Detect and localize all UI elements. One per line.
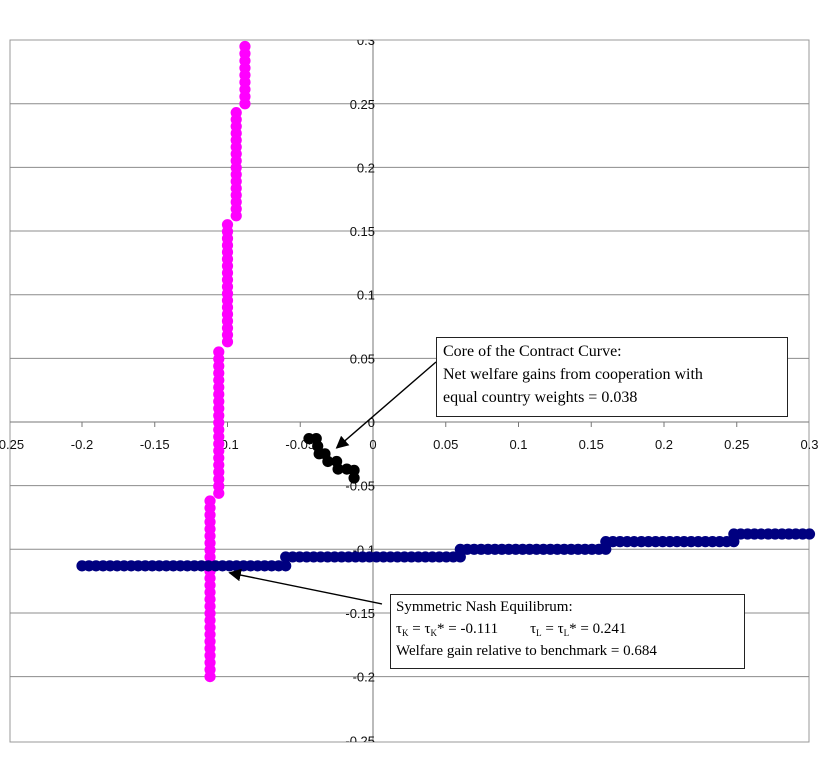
y-tick-label: 0.05 [350,351,375,366]
annotation-line: equal country weights = 0.038 [443,389,638,407]
tau-k-subscript: K [402,627,409,638]
data-point [230,107,242,119]
y-tick-label: -0.15 [345,606,375,621]
data-point [332,463,344,475]
y-tick-label: 0.1 [357,288,375,303]
x-tick-labels: -0.25-0.2-0.15-0.1-0.0500.050.10.150.20.… [0,437,819,452]
x-tick-label: 0.15 [579,437,604,452]
axes [10,39,809,742]
x-tick-label: -0.15 [140,437,170,452]
x-tick-label: 0.3 [800,437,818,452]
tau-l-equals: = τ [541,620,564,637]
data-point [239,40,251,53]
tau-k-equals: = τ [408,620,431,637]
data-points [76,40,816,683]
x-tick-label: 0.1 [509,437,527,452]
data-point [213,346,225,358]
x-tick-label: -0.2 [71,437,93,452]
tau-line: τK = τK* = -0.111 τL = τL* = 0.241 [396,619,744,641]
data-point [221,219,234,231]
tau-k-value: * = -0.111 [437,620,499,637]
data-point [348,472,360,484]
annotation-line: Net welfare gains from cooperation with [443,366,703,384]
y-tick-label: 0.3 [357,33,375,48]
data-point [204,495,216,507]
x-tick-label: -0.25 [0,437,24,452]
annotation-arrows [228,361,437,605]
tau-l-subscript-2: L [563,627,570,638]
annotation-line: Symmetric Nash Equilibrum: [396,599,573,615]
tau-l-symbol: τ [530,620,537,637]
x-tick-label: 0.2 [655,437,673,452]
y-tick-label: -0.2 [353,670,375,685]
y-tick-labels: 0.30.250.20.150.10.050-0.05-0.1-0.15-0.2… [345,33,375,748]
plot-frame [9,39,810,743]
y-tick-label: 0.25 [350,97,375,112]
annotation-line: Welfare gain relative to benchmark = 0.6… [396,642,657,659]
tau-k-symbol: τ [396,620,403,637]
contract-curve-annotation: Core of the Contract Curve: Net welfare … [436,337,788,417]
data-point [280,560,292,572]
x-tick-label: 0.05 [433,437,458,452]
data-point [803,528,816,540]
x-tick-label: 0 [369,437,376,452]
tau-l-subscript: L [536,627,542,638]
data-point [322,455,334,468]
nash-equilibrium-arrow [228,568,383,605]
annotation-line: Core of the Contract Curve: [443,343,622,360]
y-tick-label: 0.15 [350,224,375,239]
contract-curve-arrow [335,361,437,449]
y-tick-label: 0.2 [357,160,375,175]
tau-l-value: * = 0.241 [569,620,627,637]
x-tick-label: 0.25 [724,437,749,452]
nash-equilibrium-annotation: Symmetric Nash Equilibrum: τK = τK* = -0… [390,594,745,669]
tau-k-subscript-2: K [430,627,438,638]
y-tick-label: 0 [368,415,375,430]
y-tick-label: -0.25 [345,733,375,748]
